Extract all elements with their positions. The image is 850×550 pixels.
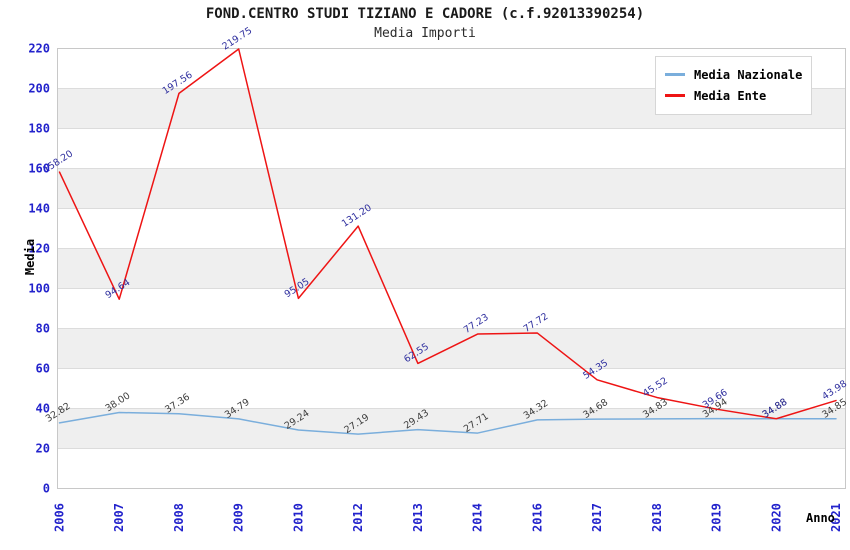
y-tick-label: 220 xyxy=(28,42,50,56)
y-tick-label: 100 xyxy=(28,282,50,296)
plot-band xyxy=(57,168,846,209)
y-tick-label: 140 xyxy=(28,202,50,216)
plot-border xyxy=(57,48,846,489)
y-tick-label: 0 xyxy=(43,482,50,496)
y-tick-label: 180 xyxy=(28,122,50,136)
x-tick-label: 2006 xyxy=(53,503,67,532)
x-tick-label: 2007 xyxy=(112,503,126,532)
chart-title: FOND.CENTRO STUDI TIZIANO E CADORE (c.f.… xyxy=(205,6,645,22)
y-tick-label: 80 xyxy=(36,322,50,336)
x-tick-label: 2020 xyxy=(769,503,783,532)
x-tick-label: 2019 xyxy=(710,503,724,532)
legend: Media Nazionale Media Ente xyxy=(655,56,812,115)
x-tick-label: 2013 xyxy=(411,503,425,532)
legend-item-media-ente: Media Ente xyxy=(665,85,802,106)
y-axis-title: Media xyxy=(23,238,37,276)
legend-swatch xyxy=(665,73,685,76)
legend-item-media-nazionale: Media Nazionale xyxy=(665,64,802,85)
x-tick-label: 2010 xyxy=(291,503,305,532)
x-tick-label: 2018 xyxy=(650,503,664,532)
y-tick-label: 200 xyxy=(28,82,50,96)
data-label-media-ente: 43.98 xyxy=(820,378,849,402)
legend-label: Media Nazionale xyxy=(694,67,803,82)
x-tick-label: 2021 xyxy=(829,503,843,532)
x-tick-label: 2009 xyxy=(232,503,246,532)
y-tick-label: 120 xyxy=(28,242,50,256)
series-line-media-nazionale xyxy=(58,411,837,435)
data-label-media-ente: 45.52 xyxy=(641,375,670,399)
y-tick-label: 160 xyxy=(28,162,50,176)
chart-subtitle: Media Importi xyxy=(374,26,476,41)
y-tick-label: 60 xyxy=(36,362,50,376)
y-tick-label: 20 xyxy=(36,442,50,456)
y-tick-label: 40 xyxy=(36,402,50,416)
x-tick-label: 2008 xyxy=(172,503,186,532)
x-tick-label: 2016 xyxy=(530,503,544,532)
x-tick-label: 2017 xyxy=(590,503,604,532)
x-tick-label: 2012 xyxy=(351,503,365,532)
legend-label: Media Ente xyxy=(694,88,767,103)
x-tick-label: 2014 xyxy=(471,503,485,532)
legend-swatch xyxy=(665,94,685,97)
series-line-media-ente xyxy=(58,48,837,420)
plot-band xyxy=(57,408,846,449)
x-axis-title: Anno xyxy=(806,511,835,525)
plot-band xyxy=(57,328,846,369)
plot-band xyxy=(57,248,846,289)
